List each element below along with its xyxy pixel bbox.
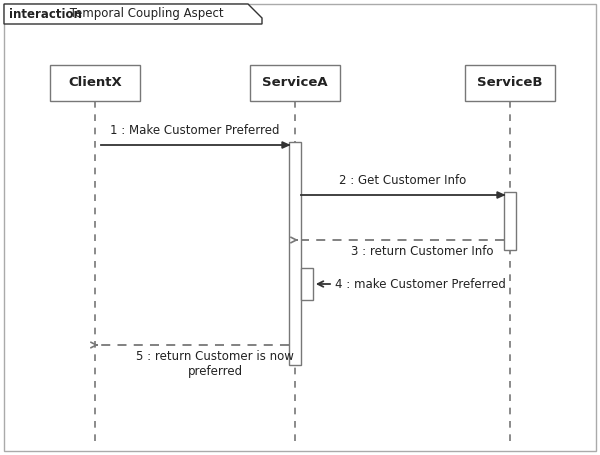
Text: interaction: interaction: [9, 7, 82, 20]
Bar: [289, 142, 301, 365]
Text: 1 : Make Customer Preferred: 1 : Make Customer Preferred: [110, 124, 280, 137]
Text: ServiceB: ServiceB: [477, 76, 543, 90]
Polygon shape: [4, 4, 262, 24]
Text: ServiceA: ServiceA: [262, 76, 328, 90]
Polygon shape: [497, 192, 504, 198]
Text: 4 : make Customer Preferred: 4 : make Customer Preferred: [335, 278, 506, 290]
Text: ClientX: ClientX: [68, 76, 122, 90]
Bar: [465, 65, 555, 101]
Text: 3 : return Customer Info: 3 : return Customer Info: [351, 245, 494, 258]
Bar: [504, 192, 516, 250]
Text: 5 : return Customer is now
preferred: 5 : return Customer is now preferred: [136, 350, 294, 378]
Polygon shape: [282, 142, 289, 148]
Bar: [50, 65, 140, 101]
Bar: [301, 268, 313, 300]
Text: Temporal Coupling Aspect: Temporal Coupling Aspect: [66, 7, 224, 20]
Bar: [250, 65, 340, 101]
Text: 2 : Get Customer Info: 2 : Get Customer Info: [339, 174, 466, 187]
